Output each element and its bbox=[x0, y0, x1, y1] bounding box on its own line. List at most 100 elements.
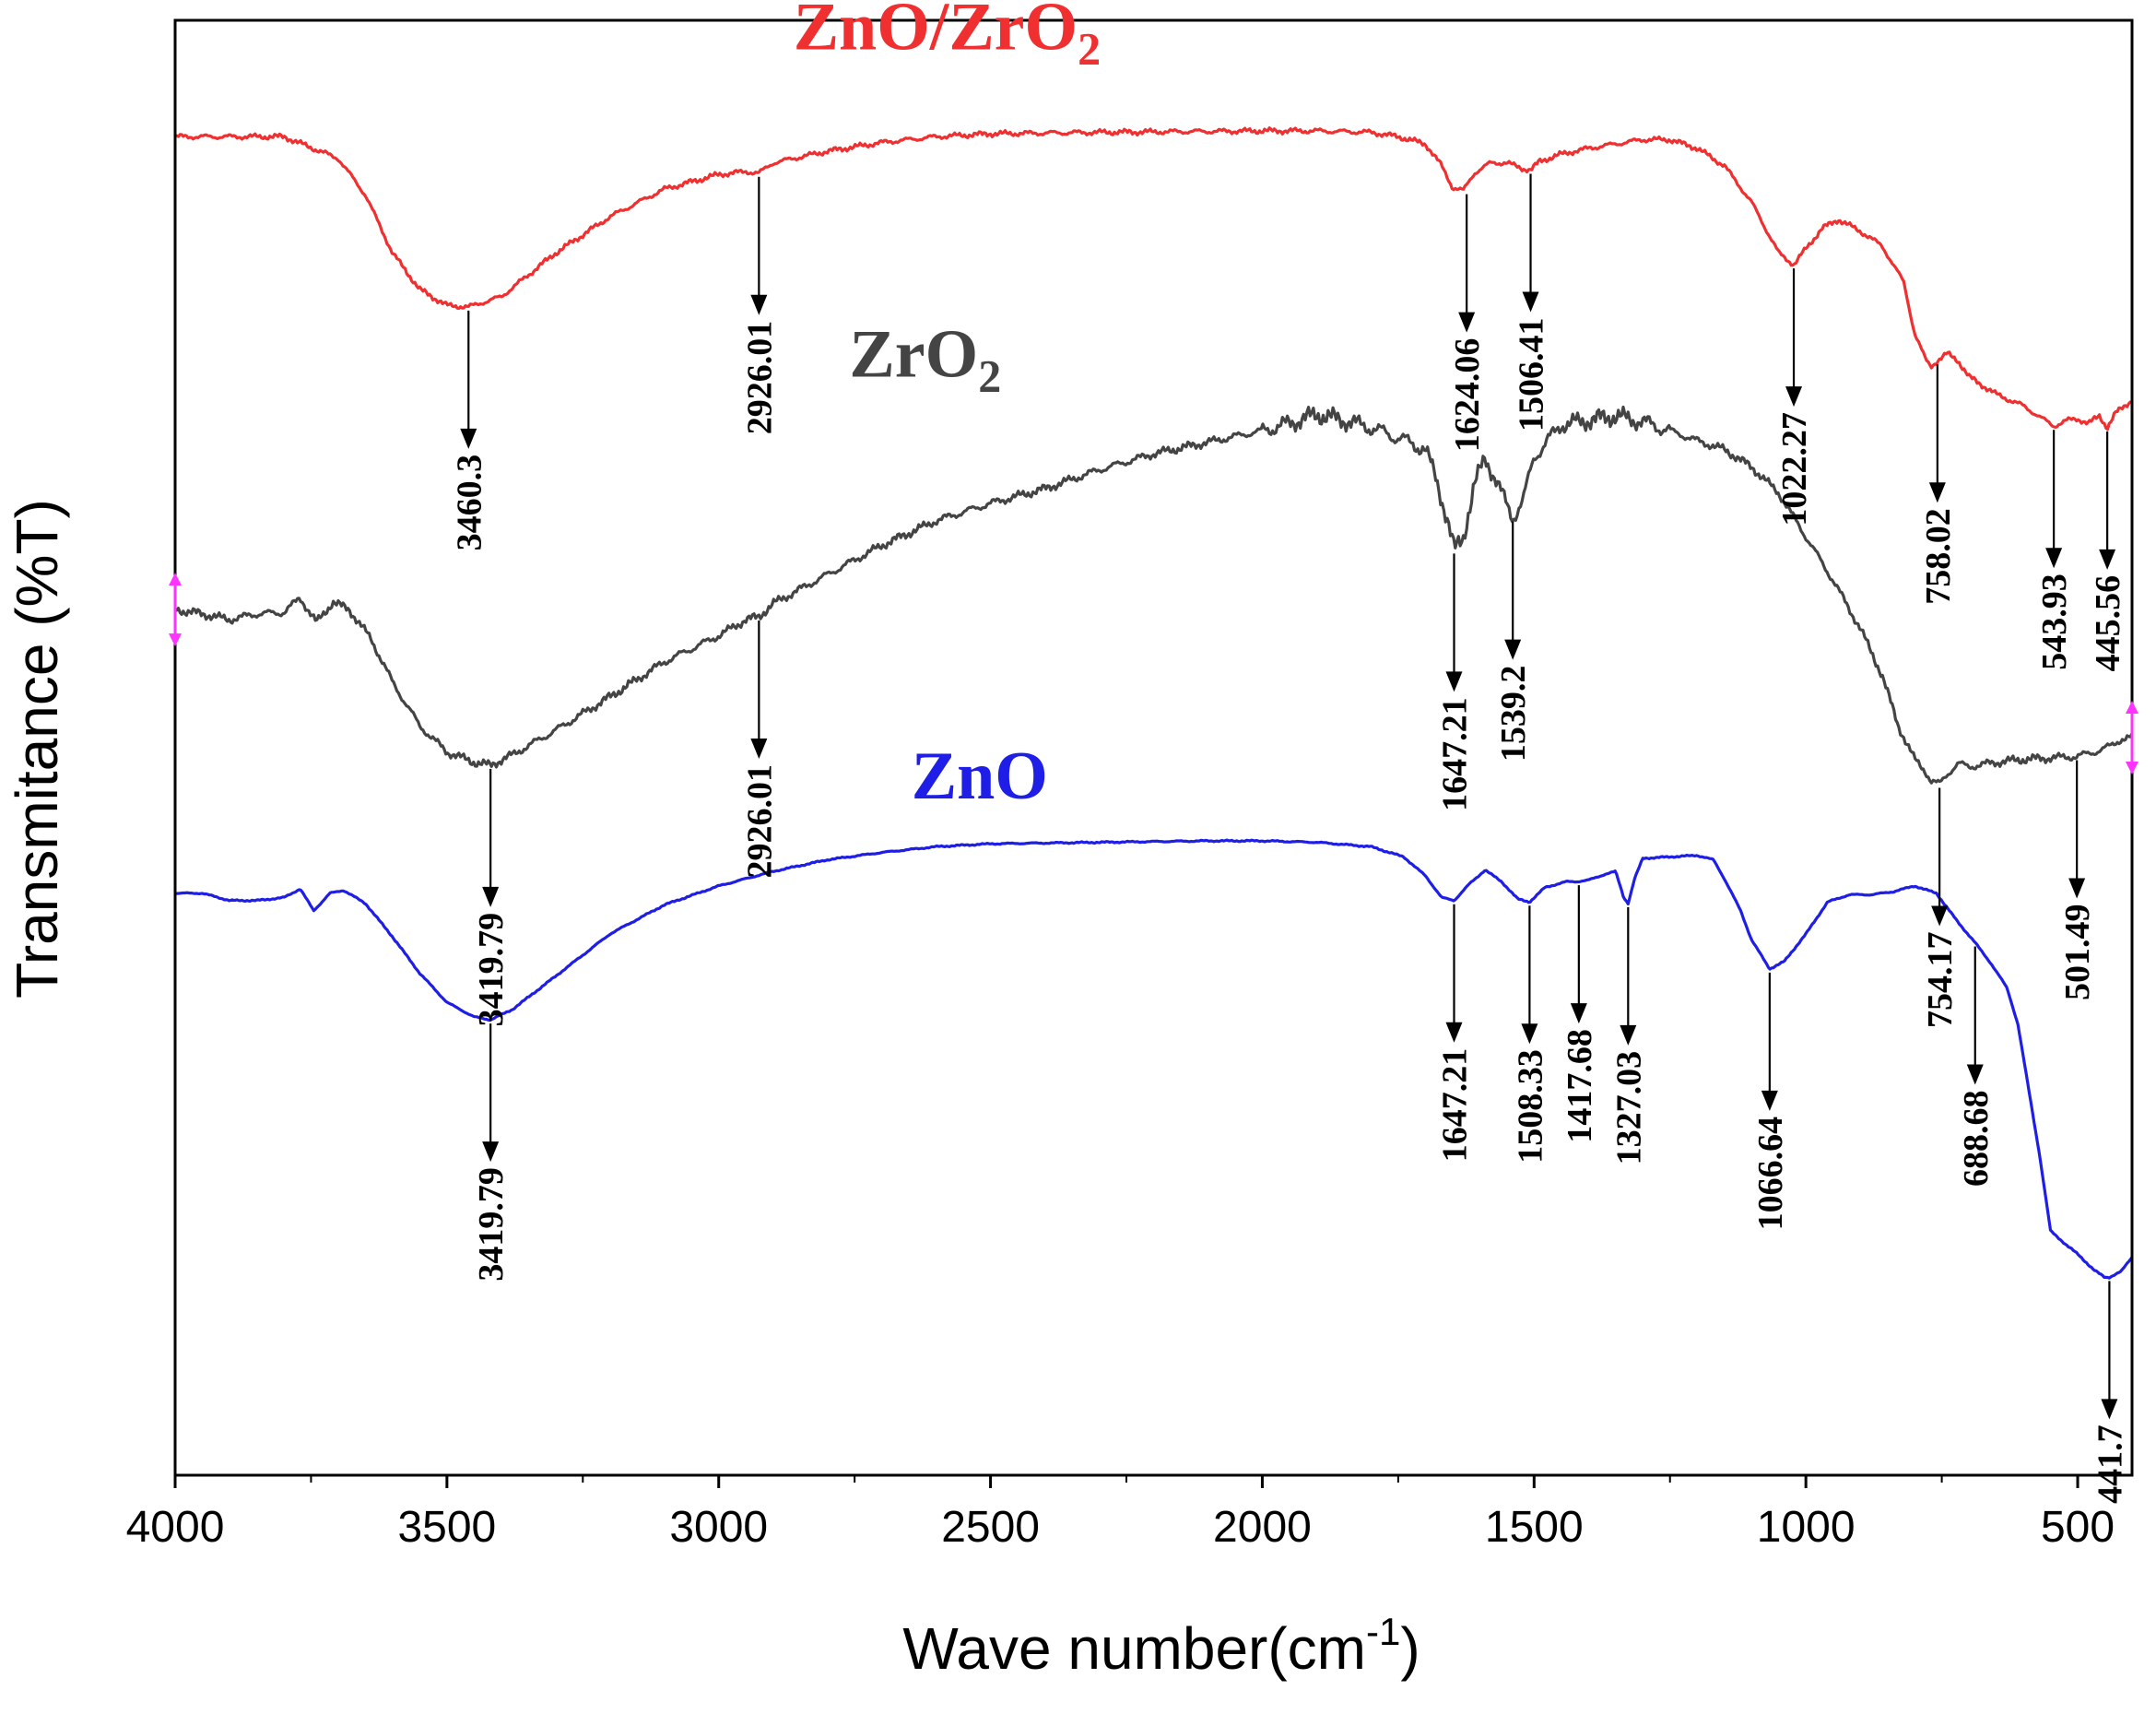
series-label-zno: ZnO bbox=[912, 739, 1048, 814]
peak-arrow-head bbox=[1761, 1090, 1778, 1111]
peak-label: 2926.01 bbox=[740, 321, 779, 435]
peak-label: 1506.41 bbox=[1513, 318, 1551, 432]
x-tick-label: 1500 bbox=[1485, 1503, 1584, 1552]
peak-annotation-688-68: 688.68 bbox=[1957, 946, 1996, 1187]
peak-annotation-2926-01: 2926.01 bbox=[740, 620, 779, 879]
peak-arrow-head bbox=[2099, 549, 2116, 570]
peak-label: 543.93 bbox=[2035, 573, 2074, 670]
peak-label: 1647.21 bbox=[1435, 697, 1474, 811]
peak-label: 1066.64 bbox=[1751, 1117, 1790, 1231]
peak-label: 441.7 bbox=[2091, 1424, 2129, 1504]
peak-label: 754.17 bbox=[1921, 931, 1960, 1027]
peak-annotation-1539-2: 1539.2 bbox=[1494, 521, 1533, 762]
peak-annotation-441-7: 441.7 bbox=[2091, 1281, 2129, 1504]
series-label-sub: 2 bbox=[978, 350, 1001, 402]
peak-label: 445.56 bbox=[2089, 575, 2127, 672]
series-label-main: ZrO bbox=[849, 317, 978, 393]
peak-label: 758.02 bbox=[1919, 508, 1958, 605]
marker-arrow-down bbox=[2126, 761, 2138, 774]
x-axis-title-sup: -1 bbox=[1366, 1610, 1400, 1653]
plot-border bbox=[173, 18, 2134, 1477]
peak-label: 1417.68 bbox=[1561, 1029, 1599, 1143]
x-tick-label: 3500 bbox=[397, 1503, 496, 1552]
series-label-main: ZnO bbox=[912, 739, 1048, 814]
series-line-zno-zro2 bbox=[175, 126, 2133, 431]
peak-annotation-445-56: 445.56 bbox=[2089, 431, 2127, 672]
peak-annotation-758-02: 758.02 bbox=[1919, 364, 1958, 605]
peak-arrow-head bbox=[1445, 1022, 1463, 1043]
peak-label: 1022.27 bbox=[1775, 412, 1814, 526]
peak-annotation-3419-79: 3419.79 bbox=[472, 768, 511, 1027]
marker-arrow-up bbox=[169, 573, 182, 586]
peak-arrow-head bbox=[750, 738, 768, 759]
peak-arrow-head bbox=[1504, 639, 1522, 660]
peak-label: 688.68 bbox=[1957, 1090, 1996, 1187]
peak-annotation-1624-06: 1624.06 bbox=[1448, 194, 1487, 453]
peak-annotation-543-93: 543.93 bbox=[2035, 430, 2074, 670]
peak-label: 2926.01 bbox=[740, 764, 779, 879]
peak-label: 3419.79 bbox=[472, 1167, 511, 1282]
x-axis-title-end: ) bbox=[1400, 1615, 1420, 1682]
peak-annotation-3419-79: 3419.79 bbox=[472, 1023, 511, 1282]
peak-arrow-head bbox=[2068, 878, 2086, 899]
peak-arrow-head bbox=[2045, 548, 2063, 569]
peak-arrow-head bbox=[1570, 1003, 1587, 1024]
series-line-zro2 bbox=[174, 405, 2134, 785]
peak-annotation-1327-03: 1327.03 bbox=[1609, 906, 1648, 1165]
peak-arrow-head bbox=[1522, 291, 1539, 313]
peak-annotation-501-49: 501.49 bbox=[2058, 760, 2097, 1000]
series-layer bbox=[174, 126, 2134, 1280]
x-tick-label: 4000 bbox=[126, 1503, 225, 1552]
axis-offset-marker bbox=[2126, 700, 2138, 774]
peak-arrow-head bbox=[460, 428, 477, 449]
peak-label: 501.49 bbox=[2058, 904, 2097, 1000]
series-label-zno-zro2: ZnO/ZrO2 bbox=[794, 0, 1101, 75]
peak-label: 3460.3 bbox=[450, 455, 489, 550]
marker-arrow-down bbox=[169, 633, 182, 647]
series-label-zro2: ZrO2 bbox=[849, 317, 1001, 402]
peak-arrow-head bbox=[750, 294, 768, 315]
peak-annotation-1508-33: 1508.33 bbox=[1511, 905, 1549, 1164]
peak-label: 1508.33 bbox=[1511, 1049, 1549, 1164]
annotation-layer: 3460.3 2926.01 1624.06 1506.41 1022.27 758.02… bbox=[450, 173, 2129, 1504]
peak-arrow-head bbox=[482, 1141, 500, 1163]
peak-annotation-1066-64: 1066.64 bbox=[1751, 972, 1790, 1231]
peak-label: 1647.21 bbox=[1435, 1048, 1474, 1163]
peak-annotation-2926-01: 2926.01 bbox=[740, 176, 779, 435]
marker-layer bbox=[169, 573, 2138, 774]
peak-arrow-head bbox=[2101, 1399, 2118, 1420]
peak-annotation-754-17: 754.17 bbox=[1921, 787, 1960, 1028]
peak-annotation-1506-41: 1506.41 bbox=[1513, 173, 1551, 432]
peak-arrow-head bbox=[1521, 1023, 1538, 1045]
peak-label: 3419.79 bbox=[472, 913, 511, 1027]
x-tick-label: 1000 bbox=[1757, 1503, 1856, 1552]
peak-arrow-head bbox=[482, 886, 500, 907]
peak-label: 1624.06 bbox=[1448, 338, 1487, 453]
y-axis-title: Transmitance (%T) bbox=[4, 499, 70, 999]
series-label-sub: 2 bbox=[1078, 23, 1101, 75]
peak-label: 1327.03 bbox=[1609, 1051, 1648, 1165]
peak-annotation-1022-27: 1022.27 bbox=[1775, 268, 1814, 526]
x-tick-label: 2500 bbox=[941, 1503, 1040, 1552]
x-axis-title-main: Wave number(cm bbox=[902, 1615, 1366, 1682]
peak-arrow-head bbox=[1458, 312, 1476, 333]
x-axis-title: Wave number(cm-1) bbox=[902, 1610, 1420, 1682]
series-line-zno bbox=[174, 838, 2134, 1280]
x-tick-label: 2000 bbox=[1213, 1503, 1312, 1552]
peak-arrow-head bbox=[1620, 1024, 1637, 1046]
peak-annotation-1647-21: 1647.21 bbox=[1435, 904, 1474, 1162]
axis-offset-marker bbox=[169, 573, 182, 647]
peak-arrow-head bbox=[1931, 905, 1949, 927]
peak-annotation-1647-21: 1647.21 bbox=[1435, 553, 1474, 811]
peak-arrow-head bbox=[1785, 386, 1803, 408]
plot-frame bbox=[173, 18, 2134, 1477]
marker-arrow-up bbox=[2126, 700, 2138, 714]
peak-annotation-1417-68: 1417.68 bbox=[1561, 885, 1599, 1143]
x-tick-label: 3000 bbox=[669, 1503, 768, 1552]
series-label-main: ZnO/ZrO bbox=[794, 0, 1078, 65]
peak-arrow-head bbox=[1445, 671, 1463, 692]
peak-label: 1539.2 bbox=[1494, 666, 1533, 762]
peak-arrow-head bbox=[1966, 1064, 1984, 1085]
